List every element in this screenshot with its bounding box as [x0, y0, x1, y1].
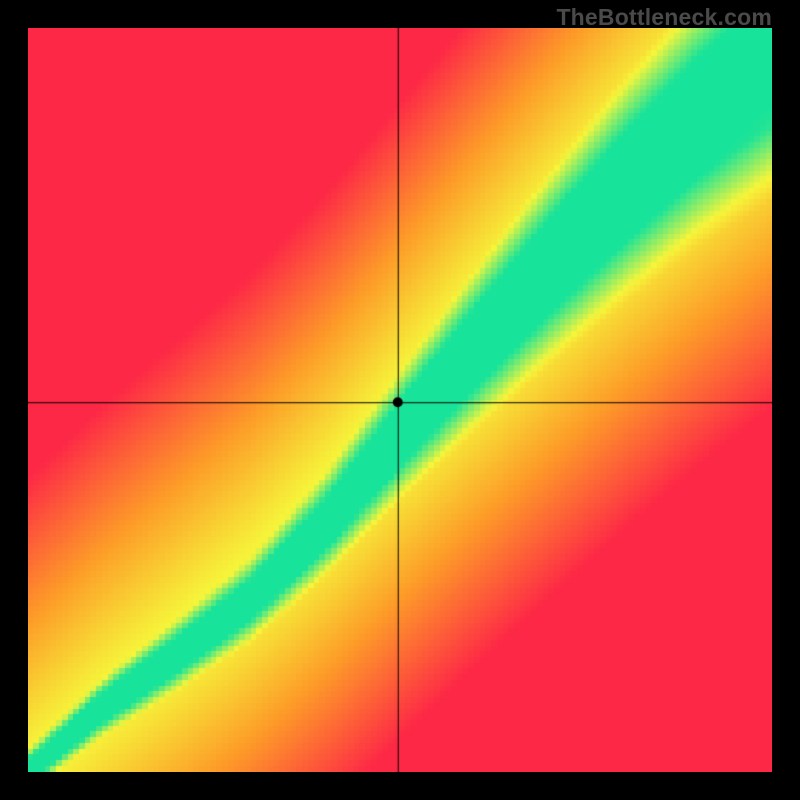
watermark-text: TheBottleneck.com — [556, 4, 772, 31]
heatmap-canvas — [28, 28, 772, 772]
figure-container: TheBottleneck.com — [0, 0, 800, 800]
heatmap-plot — [28, 28, 772, 772]
